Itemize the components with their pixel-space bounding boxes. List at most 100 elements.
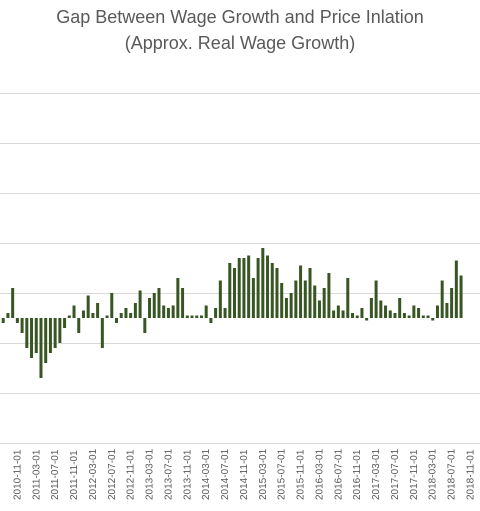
bar	[322, 288, 326, 318]
bar	[63, 318, 67, 328]
bar	[218, 280, 222, 318]
bar	[421, 315, 425, 318]
bar	[251, 278, 255, 318]
x-tick-label: 2013-11-01	[182, 449, 193, 500]
bar	[209, 318, 213, 323]
bar	[185, 315, 189, 318]
x-tick-label: 2018-11-01	[466, 449, 477, 500]
bar	[440, 280, 444, 318]
bar	[336, 305, 340, 318]
bar	[44, 318, 48, 363]
bar	[270, 263, 274, 318]
bar	[379, 300, 383, 318]
chart-subtitle: (Approx. Real Wage Growth)	[124, 33, 356, 53]
bar	[450, 288, 454, 318]
bar	[204, 305, 208, 318]
bar	[110, 293, 114, 318]
bar	[214, 308, 218, 318]
x-tick-label: 2012-11-01	[126, 449, 137, 500]
bar	[6, 313, 10, 318]
bar	[11, 288, 15, 318]
bar	[67, 315, 71, 318]
bar	[34, 318, 38, 353]
bar	[459, 275, 463, 318]
bar	[58, 318, 62, 343]
bar	[96, 303, 100, 318]
bar	[166, 308, 170, 318]
bar	[124, 308, 128, 318]
x-tick-label: 2016-11-01	[352, 449, 363, 500]
bar	[133, 303, 137, 318]
bar	[199, 315, 203, 318]
x-tick-label: 2014-11-01	[239, 449, 250, 500]
bar	[384, 305, 388, 318]
bar	[129, 313, 133, 318]
bar	[53, 318, 57, 348]
bar	[195, 315, 199, 318]
x-tick-label: 2017-03-01	[371, 448, 382, 500]
bar	[454, 260, 458, 318]
bar	[280, 283, 284, 318]
bar	[20, 318, 24, 333]
bar	[327, 273, 331, 318]
bar	[261, 248, 265, 318]
bar	[152, 293, 156, 318]
x-tick-label: 2010-11-01	[12, 449, 23, 500]
bar	[341, 310, 345, 318]
x-tick-label: 2015-07-01	[277, 448, 288, 500]
bar	[393, 313, 397, 318]
x-tick-label: 2012-07-01	[107, 448, 118, 500]
x-tick-label: 2014-07-01	[220, 448, 231, 500]
x-tick-label: 2011-11-01	[69, 450, 80, 500]
bar	[412, 305, 416, 318]
bar	[77, 318, 81, 333]
bar	[256, 258, 260, 318]
bar	[91, 313, 95, 318]
bar	[247, 255, 251, 318]
bar	[115, 318, 118, 323]
x-tick-label: 2012-03-01	[88, 448, 99, 500]
bar	[48, 318, 52, 353]
bars	[1, 248, 463, 378]
bar	[100, 318, 104, 348]
bar	[223, 308, 227, 318]
bar	[332, 310, 336, 318]
bar	[86, 295, 90, 318]
bar	[275, 268, 279, 318]
bar	[313, 285, 317, 318]
bar	[431, 318, 435, 321]
bar	[351, 313, 354, 318]
bar	[233, 268, 236, 318]
x-tick-label: 2015-11-01	[296, 449, 307, 500]
x-tick-label: 2013-03-01	[145, 448, 156, 500]
bar	[303, 280, 307, 318]
bar	[266, 255, 270, 318]
x-tick-label: 2016-07-01	[333, 448, 344, 500]
bar	[388, 310, 392, 318]
bar	[417, 308, 421, 318]
bar	[176, 278, 180, 318]
x-axis-tick-labels: 2010-11-01 2011-03-01 2011-07-01 2011-11-01…	[12, 448, 476, 500]
bar	[398, 298, 402, 318]
chart-title: Gap Between Wage Growth and Price Inlati…	[56, 7, 424, 27]
bar	[294, 280, 298, 318]
x-tick-label: 2013-07-01	[163, 448, 174, 500]
bar	[360, 308, 364, 318]
bar	[162, 305, 166, 318]
x-tick-label: 2017-11-01	[409, 449, 420, 500]
x-tick-label: 2014-03-01	[201, 448, 212, 500]
bar	[81, 310, 85, 318]
bar	[289, 293, 293, 318]
bar	[374, 280, 378, 318]
bar	[39, 318, 43, 378]
x-tick-label: 2011-03-01	[31, 449, 42, 500]
x-tick-label: 2018-07-01	[447, 448, 458, 500]
bar	[30, 318, 34, 358]
bar	[1, 318, 5, 323]
bar	[105, 315, 109, 318]
x-tick-label: 2018-03-01	[428, 448, 439, 500]
bar	[148, 298, 152, 318]
bar	[157, 288, 161, 318]
bar	[181, 288, 185, 318]
